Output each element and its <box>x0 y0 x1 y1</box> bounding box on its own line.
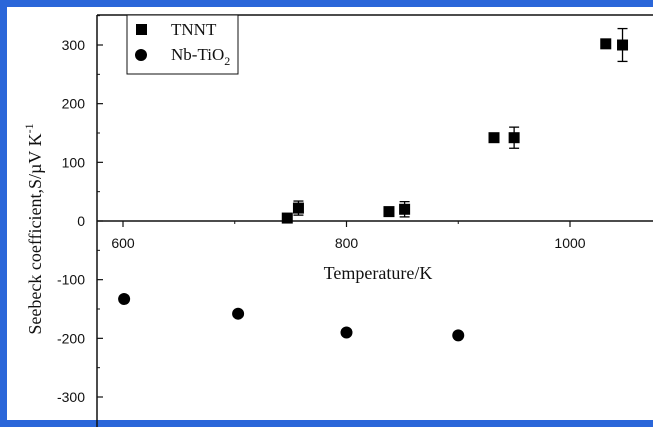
legend-marker-nb-tio2 <box>135 49 147 61</box>
data-points <box>118 27 629 342</box>
nb-tio2-point <box>232 307 245 320</box>
tnnt-point <box>617 39 629 51</box>
legend-label-nb-tio2: Nb-TiO2 <box>171 45 230 68</box>
legend-marker-tnnt <box>136 24 147 35</box>
y-tick-label: 0 <box>77 213 85 229</box>
y-axis-title: Seebeck coefficient,S/µV K-1 <box>22 123 45 334</box>
legend-label-tnnt: TNNT <box>171 20 217 39</box>
y-tick-label: 200 <box>62 96 86 112</box>
tnnt-point <box>508 132 520 144</box>
x-tick-label: 800 <box>335 235 359 251</box>
nb-tio2-point <box>452 329 465 342</box>
y-axis-title-superscript: -1 <box>22 123 36 133</box>
tnnt-point <box>488 132 500 144</box>
tnnt-point <box>281 212 293 224</box>
y-tick-label: 300 <box>62 37 86 53</box>
x-tick-label: 1000 <box>554 235 585 251</box>
tnnt-point <box>399 203 411 215</box>
y-axis-title-group: Seebeck coefficient,S/µV K-1 <box>22 123 45 334</box>
nb-tio2-point <box>340 326 353 339</box>
y-tick-label: -100 <box>57 272 85 288</box>
legend: TNNT Nb-TiO2 <box>126 14 239 75</box>
tnnt-point <box>600 38 612 50</box>
nb-tio2-point <box>118 293 131 306</box>
y-tick-label: -300 <box>57 389 85 405</box>
tnnt-point <box>292 202 304 214</box>
y-tick-label: 100 <box>62 154 86 170</box>
x-axis-title: Temperature/K <box>324 263 433 283</box>
x-tick-label: 600 <box>111 235 135 251</box>
legend-label-subscript: 2 <box>224 54 230 68</box>
y-tick-label: -200 <box>57 330 85 346</box>
ticks: -300 -200 -100 0 100 200 300 600 800 1000 <box>57 15 586 405</box>
tnnt-point <box>383 206 395 218</box>
